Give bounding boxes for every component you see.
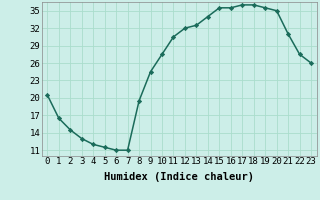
X-axis label: Humidex (Indice chaleur): Humidex (Indice chaleur): [104, 172, 254, 182]
